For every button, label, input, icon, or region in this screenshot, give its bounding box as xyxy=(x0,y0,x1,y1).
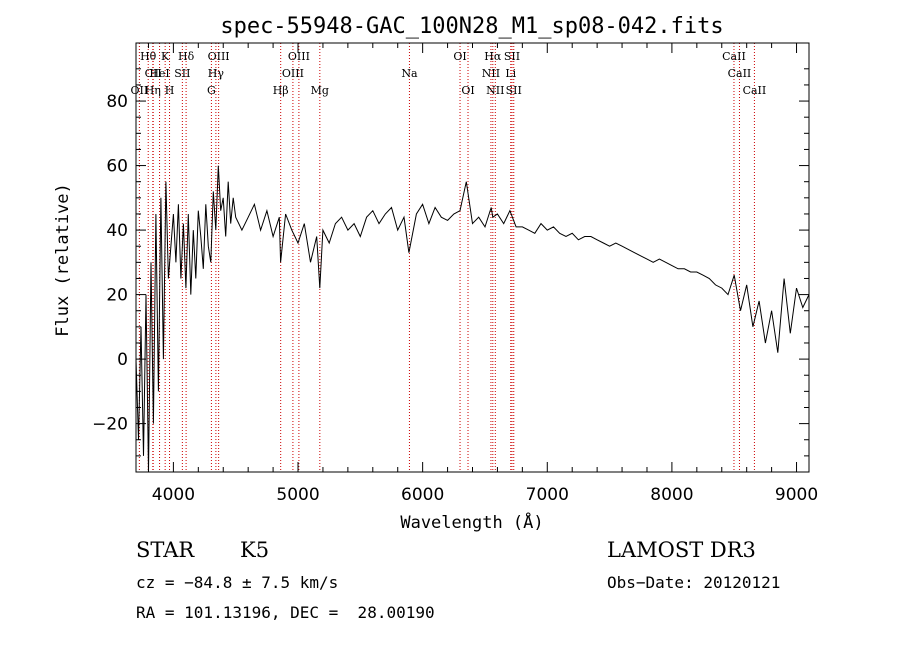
axis-tick-labels: 4000 5000 6000 7000 8000 9000 −20 0 20 40 60 80 xyxy=(92,92,818,505)
emission-absorption-lines xyxy=(138,43,755,472)
spectral-line-label: Mg xyxy=(311,84,329,97)
y-axis-label: Flux (relative) xyxy=(53,183,73,337)
spectral-line-label: SII xyxy=(174,67,190,80)
spectral-line-label: CaII xyxy=(728,67,752,80)
spectrum-line xyxy=(135,165,810,473)
x-axis-label: Wavelength (Å) xyxy=(400,511,543,533)
chart-title: spec-55948-GAC_100N28_M1_sp08-042.fits xyxy=(220,14,723,39)
spectral-line-label: HeI xyxy=(149,67,169,80)
spectral-line-label: OIII xyxy=(208,50,230,63)
survey-name: LAMOST DR3 xyxy=(607,538,756,562)
spectral-line-label: OIII xyxy=(282,67,304,80)
spectral-line-label: Hα xyxy=(484,50,502,63)
spectral-line-label: OIII xyxy=(288,50,310,63)
x-tick-label: 7000 xyxy=(526,485,569,505)
spectral-line-label: Hη xyxy=(145,84,161,97)
spectral-line-label: Hθ xyxy=(140,50,157,63)
spectral-line-label: OII xyxy=(131,84,149,97)
x-tick-label: 8000 xyxy=(650,485,693,505)
y-tick-label: 0 xyxy=(117,350,128,370)
spectral-line-label: CII xyxy=(145,67,162,80)
x-tick-label: 6000 xyxy=(401,485,444,505)
x-tick-label: 4000 xyxy=(152,485,195,505)
observation-date: Obs−Date: 20120121 xyxy=(607,573,781,592)
spectral-line-label: Hγ xyxy=(208,67,225,80)
redshift-readout: cz = −84.8 ± 7.5 km/s xyxy=(136,573,339,592)
spectral-line-label: Na xyxy=(401,67,418,80)
spectral-line-label: OI xyxy=(453,50,466,63)
spectral-line-label: OI xyxy=(461,84,474,97)
spectral-line-label: CaII xyxy=(722,50,746,63)
y-tick-label: −20 xyxy=(92,415,128,435)
object-subclass: K5 xyxy=(240,538,270,562)
plot-frame xyxy=(135,42,810,473)
y-tick-label: 20 xyxy=(106,286,128,306)
spectral-line-label: SII xyxy=(504,50,520,63)
y-tick-label: 40 xyxy=(106,221,128,241)
spectral-line-label: H xyxy=(165,84,175,97)
spectral-line-label: NII xyxy=(486,84,504,97)
spectral-line-label: NII xyxy=(482,67,500,80)
y-tick-label: 60 xyxy=(106,157,128,177)
spectral-line-label: G xyxy=(207,84,216,97)
spectral-line-label: SII xyxy=(506,84,522,97)
spectral-line-label: Hβ xyxy=(273,84,289,97)
x-tick-label: 9000 xyxy=(775,485,818,505)
axis-ticks xyxy=(136,43,809,472)
object-class: STAR xyxy=(136,538,195,562)
y-tick-label: 80 xyxy=(106,92,128,112)
spectral-line-label: Hδ xyxy=(178,50,195,63)
x-tick-label: 5000 xyxy=(276,485,319,505)
spectral-line-label: CaII xyxy=(743,84,767,97)
spectral-line-label: K xyxy=(161,50,170,63)
coordinates-readout: RA = 101.13196, DEC = 28.00190 xyxy=(136,603,435,622)
spectral-line-label: Li xyxy=(505,67,516,80)
